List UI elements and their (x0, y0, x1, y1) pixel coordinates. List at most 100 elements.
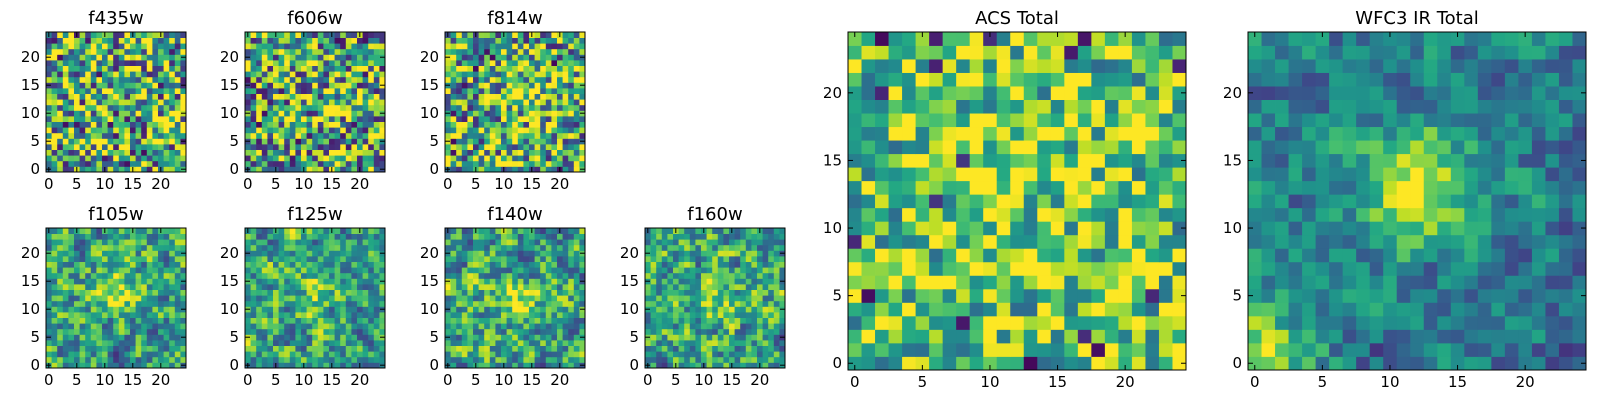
heatmap-cell (473, 37, 479, 44)
heatmap-cell (1158, 302, 1173, 317)
heatmap-cell (461, 138, 468, 145)
heatmap-cell (1118, 207, 1133, 222)
heatmap-cell (51, 93, 58, 100)
heatmap-cell (51, 267, 58, 274)
heatmap-cell (46, 256, 52, 262)
heatmap-cell (46, 317, 52, 324)
heatmap-cell (351, 278, 358, 285)
heatmap-cell (267, 300, 274, 307)
heatmap-cell (345, 351, 352, 358)
heatmap-cell (368, 345, 375, 352)
heatmap-cell (169, 138, 176, 145)
heatmap-cell (284, 239, 291, 246)
heatmap-cell (357, 82, 363, 89)
heatmap-cell (478, 160, 485, 167)
heatmap-cell (317, 306, 324, 313)
heatmap-cell (729, 250, 735, 257)
heatmap-cell (495, 54, 502, 61)
heatmap-cell (79, 267, 86, 274)
heatmap-cell (568, 362, 575, 369)
heatmap-cell (295, 351, 302, 358)
heatmap-cell (57, 351, 64, 358)
heatmap-cell (875, 180, 889, 195)
heatmap-cell (107, 323, 114, 330)
heatmap-cell (273, 54, 279, 61)
heatmap-cell (118, 317, 125, 324)
heatmap-cell (284, 71, 291, 78)
heatmap-cell (278, 71, 285, 78)
heatmap-cell (51, 272, 58, 279)
heatmap-cell (467, 323, 474, 330)
heatmap-cell (779, 312, 786, 318)
heatmap-cell (656, 300, 663, 307)
heatmap-cell (684, 278, 691, 285)
heatmap-cell (579, 328, 586, 335)
heatmap-cell (74, 300, 80, 307)
heatmap-cell (90, 138, 97, 145)
heatmap-cell (295, 32, 302, 38)
heatmap-cell (74, 256, 80, 262)
heatmap-cell (278, 289, 285, 296)
heatmap-cell (340, 239, 347, 246)
heatmap-cell (579, 228, 586, 234)
heatmap-cell (163, 334, 170, 341)
heatmap-cell (902, 180, 916, 195)
heatmap-cell (373, 93, 380, 100)
heatmap-cell (261, 37, 268, 44)
heatmap-cell (124, 127, 131, 134)
heatmap-cell (956, 261, 971, 276)
heatmap-cell (334, 48, 341, 55)
heatmap-cell (848, 194, 862, 209)
heatmap-cell (861, 302, 876, 317)
heatmap-cell (141, 267, 148, 274)
heatmap-cell (734, 272, 741, 279)
heatmap-cell (261, 48, 268, 55)
heatmap-cell (523, 32, 530, 38)
heatmap-cell (250, 160, 257, 167)
heatmap-cell (456, 60, 463, 66)
heatmap-cell (107, 32, 114, 38)
heatmap-cell (340, 351, 347, 358)
heatmap-cell (295, 144, 302, 150)
heatmap-cell (723, 306, 730, 313)
heatmap-cell (250, 233, 257, 240)
heatmap-cell (85, 37, 92, 44)
heatmap-cell (90, 278, 97, 285)
heatmap-cell (267, 37, 274, 44)
heatmap-cell (706, 228, 713, 234)
heatmap-cell (163, 160, 170, 167)
heatmap-cell (124, 48, 131, 55)
heatmap-cell (717, 244, 724, 251)
heatmap-cell (489, 289, 496, 296)
heatmap-cell (512, 267, 519, 274)
heatmap-cell (456, 244, 463, 251)
heatmap-cell (701, 300, 707, 307)
heatmap-cell (323, 312, 330, 318)
heatmap-cell (278, 54, 285, 61)
heatmap-cell (174, 239, 181, 246)
heatmap-cell (351, 155, 358, 162)
heatmap-cell (534, 93, 541, 100)
heatmap-cell (461, 88, 468, 94)
x-tick-label: 20 (151, 175, 170, 193)
heatmap-cell (689, 328, 696, 335)
heatmap-cell (174, 88, 181, 94)
heatmap-cell (96, 127, 103, 134)
heatmap-cell (773, 272, 780, 279)
heatmap-cell (489, 351, 496, 358)
heatmap-cell (146, 110, 153, 117)
heatmap-cell (512, 351, 519, 358)
heatmap-cell (773, 228, 780, 234)
heatmap-cell (345, 138, 352, 145)
heatmap-cell (46, 149, 52, 156)
heatmap-cell (523, 104, 530, 111)
heatmap-cell (261, 317, 268, 324)
heatmap-cell (158, 54, 164, 61)
heatmap-cell (113, 32, 120, 38)
heatmap-cell (1091, 275, 1106, 290)
heatmap-cell (250, 345, 257, 352)
heatmap-cell (562, 54, 569, 61)
heatmap-cell (773, 340, 780, 346)
heatmap-cell (495, 127, 502, 134)
heatmap-cell (768, 334, 775, 341)
